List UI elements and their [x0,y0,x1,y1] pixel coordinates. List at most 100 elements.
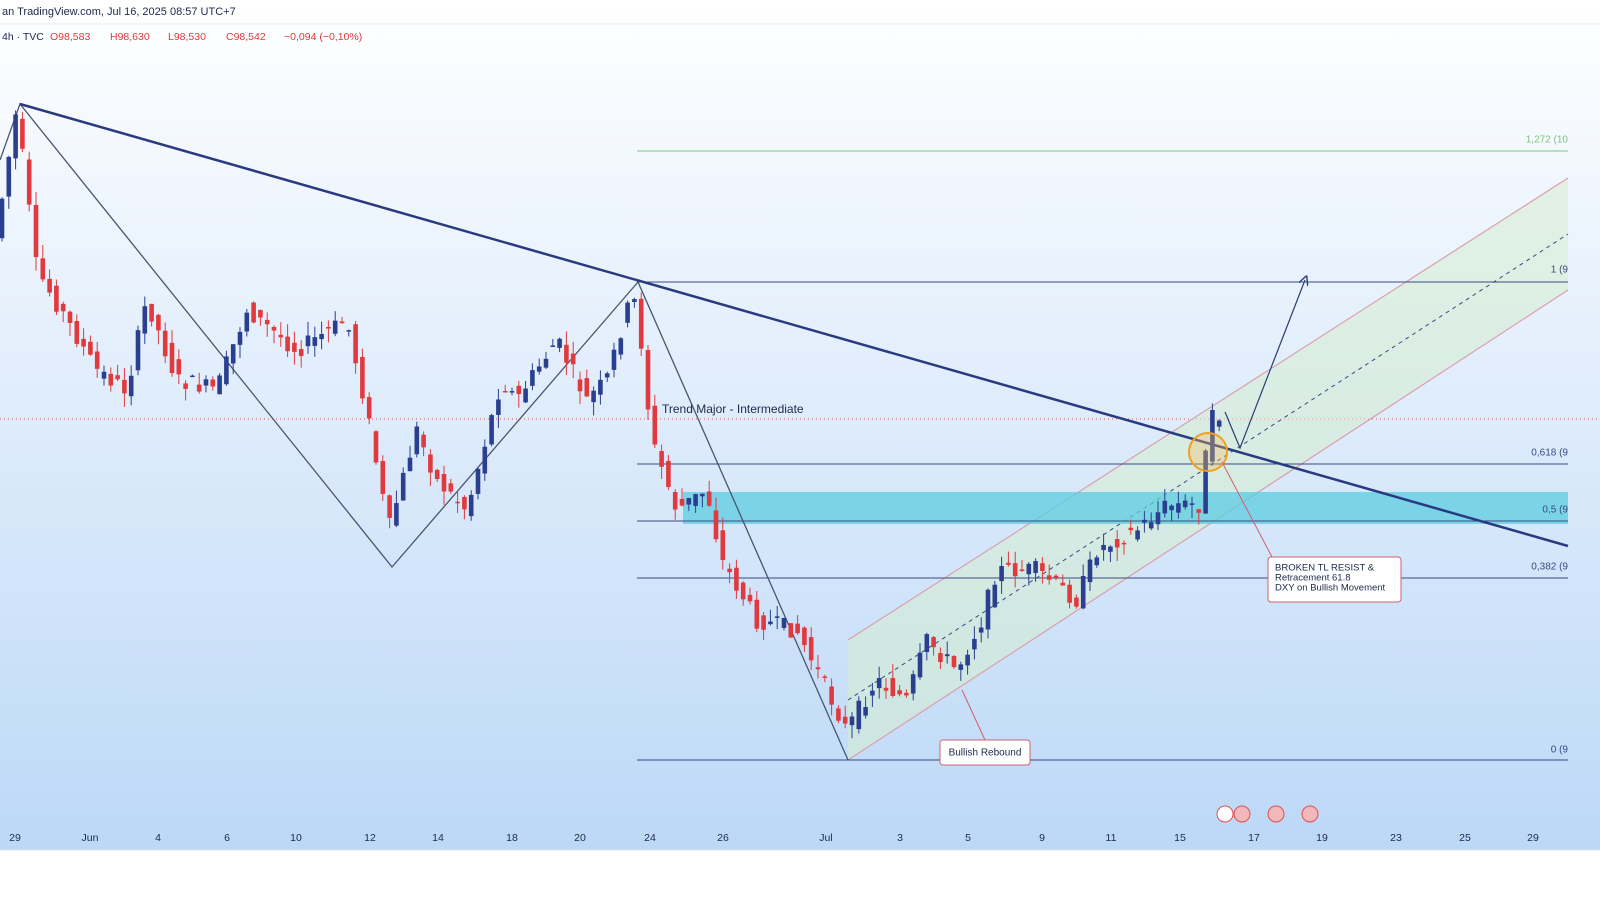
breakout-label: DXY on Bullish Movement [1275,583,1386,594]
candle-body [652,405,658,445]
candle-body [1121,542,1127,545]
candle-body [666,460,671,487]
candle-body [1148,522,1154,529]
candle-body [448,483,454,492]
candle-body [870,690,875,696]
candle-body [734,567,739,591]
candle-body [400,472,406,501]
candle-body [645,349,651,410]
candle-body [1067,584,1072,603]
candle-body [101,371,107,379]
x-tick-label: 24 [644,832,656,844]
candle-body [611,349,617,370]
candle-body [679,498,685,506]
candle-body [1108,546,1113,552]
x-tick-label: 18 [506,832,518,844]
x-tick-label: 23 [1390,832,1402,844]
candle-body [897,690,902,695]
event-icon[interactable] [1301,805,1319,823]
candle-body [768,621,773,625]
candle-body [1094,557,1100,566]
candle-body [727,568,732,573]
x-tick-label: 5 [965,832,971,844]
x-tick-label: 4 [155,832,161,844]
candle-body [1012,563,1018,577]
candle-body [1006,562,1011,565]
candle-body [910,674,916,694]
candle-body [6,156,12,197]
candle-body [312,337,318,346]
candle-body [224,356,229,385]
candle-body [434,469,440,480]
callout-box [939,739,1031,766]
candle-body [842,716,848,724]
candle-body [428,454,433,473]
candle-body [60,303,66,312]
event-icon[interactable] [1267,805,1285,823]
trend-label: Trend Major - Intermediate [662,402,804,416]
x-tick-label: 3 [897,832,903,844]
candle-body [81,338,86,347]
candle-body [781,617,787,628]
candle-body [815,667,821,670]
candle-body [305,335,311,347]
candle-body [26,159,32,205]
candle-body [353,324,358,364]
candle-body [693,494,698,506]
candle-body [747,594,753,602]
header-source: an TradingView.com, Jul 16, 2025 08:57 U… [2,6,236,18]
candle-body [856,700,862,730]
candle-body [1101,544,1106,551]
candle-body [142,306,148,334]
x-tick-label: 15 [1174,832,1186,844]
candle-body [176,359,182,375]
candle-body [672,492,678,510]
candle-body [720,530,726,561]
candle-body [94,351,100,369]
callout-pointer [1221,461,1273,558]
candle-body [210,379,216,387]
candle-body [475,468,481,494]
candle-body [686,497,692,505]
x-tick-label: 29 [9,832,21,844]
candle-body [47,278,52,293]
candle-body [190,375,195,378]
candle-body [1203,450,1208,514]
candle-body [972,638,977,650]
candle-body [1176,503,1181,513]
major-trendline [19,102,1569,548]
ohlc-value: −0,094 (−0,10%) [284,31,362,43]
callout-pointer [961,689,986,741]
candle-body [441,474,447,492]
candle-body [788,623,794,638]
candle-body [1135,530,1140,540]
candle-body [1210,409,1215,462]
candle-body [509,391,515,393]
candle-body [713,510,719,540]
candle-body [598,379,603,395]
event-icon[interactable] [1216,805,1234,823]
support-zone [683,492,1568,524]
ohlc-value: L98,530 [168,31,206,43]
candle-body [54,285,59,312]
candle-body [1033,561,1038,574]
x-tick-label: 26 [717,832,729,844]
candle-body [149,303,154,322]
event-icon[interactable] [1233,805,1251,823]
x-tick-label: 20 [574,832,586,844]
candle-body [965,654,970,666]
candle-body [931,637,936,648]
fib-label: 0 (9 [1551,745,1569,756]
fib-label: 1 (9 [1551,265,1569,276]
rebound-label: Bullish Rebound [949,748,1022,759]
candle-body [360,356,365,399]
breakout-label: BROKEN TL RESIST & [1275,563,1375,574]
candle-body [822,676,828,678]
candle-body [468,494,474,517]
candle-body [618,338,624,355]
candle-body [774,616,780,618]
candle-body [958,664,964,670]
candle-body [217,375,222,395]
candle-body [230,344,236,364]
